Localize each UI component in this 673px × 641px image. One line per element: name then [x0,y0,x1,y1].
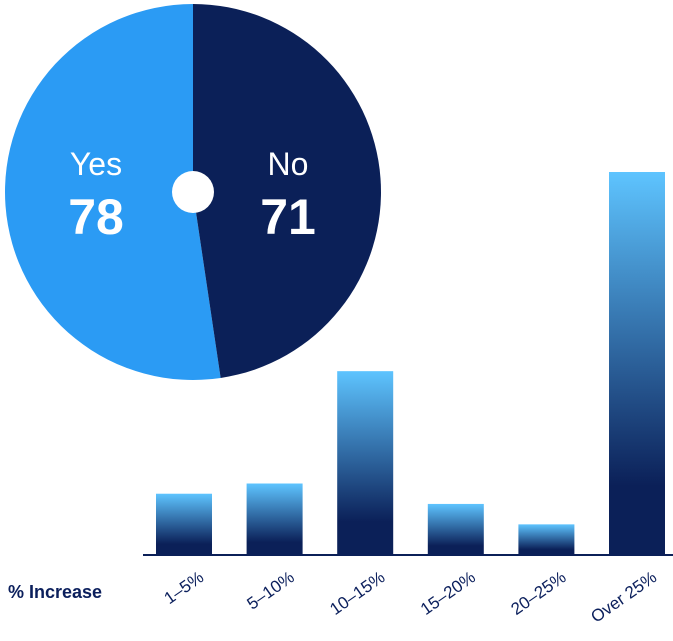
bar-6 [609,172,665,555]
pie-slice-yes [4,4,221,380]
pie-value-no: 71 [260,189,316,245]
x-tick-label: Over 25% [587,568,660,627]
pie-slice-no [193,4,381,378]
x-tick-label: 1–5% [161,568,208,609]
pie-value-yes: 78 [68,189,124,245]
x-tick-labels: 1–5% 5–10% 10–15% 15–20% 20–25% Over 25% [161,568,661,627]
pie-label-yes: Yes [70,146,122,182]
x-tick-label: 10–15% [326,568,388,619]
bar-5 [518,524,575,555]
x-tick-label: 5–10% [244,568,298,614]
x-axis-label: % Increase [8,582,102,602]
pie-label-no: No [268,146,309,182]
x-tick-label: 15–20% [417,568,479,619]
bar-4 [427,503,484,555]
bar-1 [156,493,212,555]
pie-center-dot [172,171,214,213]
bar-chart [156,172,665,555]
x-tick-label: 20–25% [508,568,570,619]
bar-3 [337,371,394,555]
bar-2 [246,483,303,555]
pie-chart: Yes 78 No 71 [4,4,381,380]
